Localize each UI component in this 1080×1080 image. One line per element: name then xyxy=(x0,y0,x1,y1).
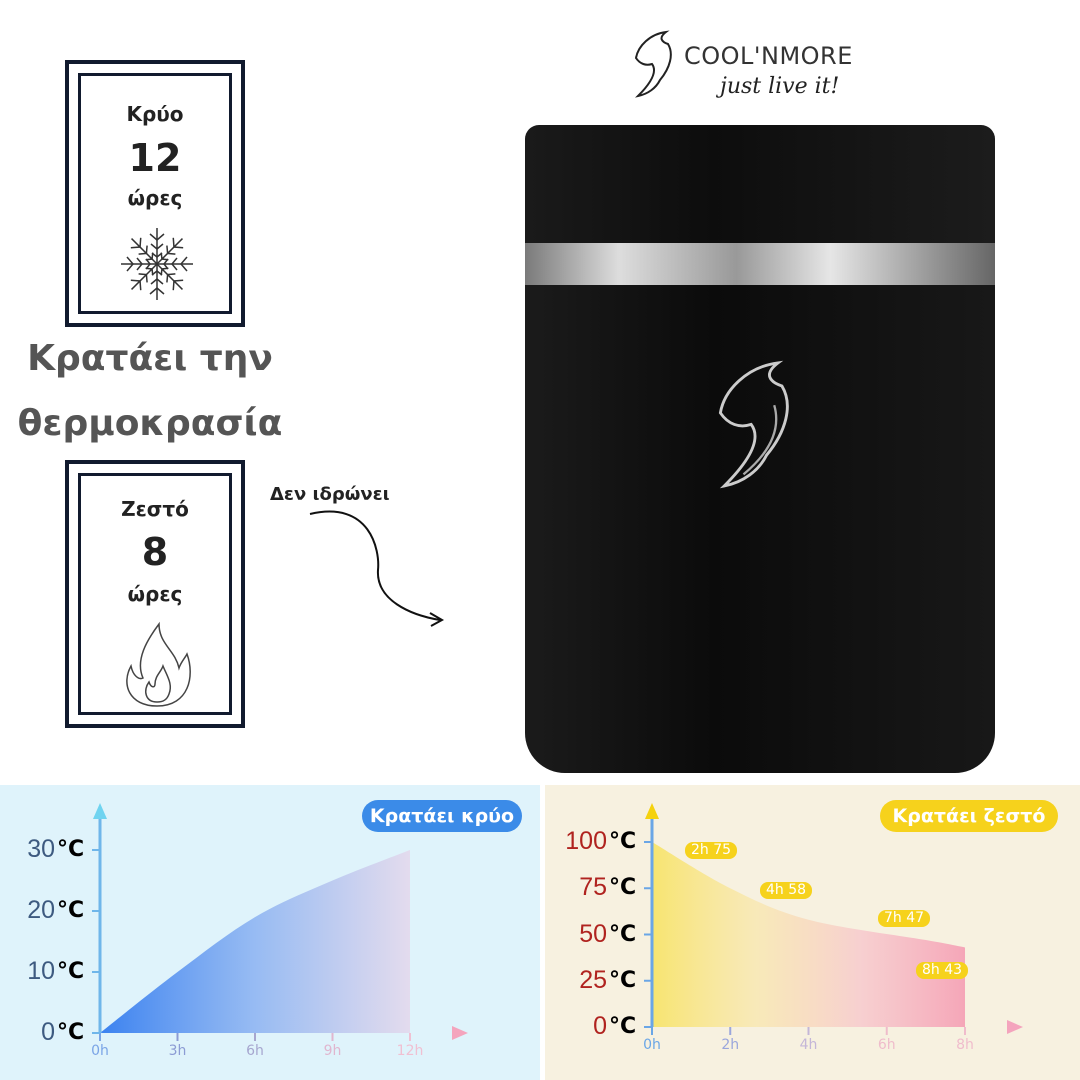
jar-steel-band xyxy=(525,243,995,285)
y-tick-label: 30 xyxy=(27,835,55,863)
x-axis-arrow xyxy=(452,1026,468,1040)
y-unit-label: °C xyxy=(57,1020,85,1045)
cold-label: Κρύο xyxy=(126,102,184,126)
curved-arrow-icon xyxy=(309,510,445,627)
x-tick-label: 6h xyxy=(246,1043,264,1059)
y-unit-label: °C xyxy=(609,967,637,993)
hot-label: Ζεστό xyxy=(121,497,189,521)
annotation-4h: 4h 58 xyxy=(760,882,813,899)
hot-chart-title: Κρατάει ζεστό xyxy=(880,800,1058,832)
x-tick-label: 9h xyxy=(323,1043,342,1059)
y-unit-label: °C xyxy=(609,1014,637,1039)
y-tick-label: 10 xyxy=(27,957,55,985)
x-axis-arrow xyxy=(1007,1020,1023,1034)
data-area xyxy=(652,842,965,1027)
y-tick-label: 50 xyxy=(579,919,607,948)
x-tick-label: 2h xyxy=(721,1037,740,1053)
y-tick-label: 20 xyxy=(27,896,55,924)
brand-name: COOL'NMORE xyxy=(684,42,853,70)
x-tick-label: 3h xyxy=(168,1043,187,1059)
y-axis-arrow xyxy=(645,803,659,819)
y-axis-arrow xyxy=(93,803,107,819)
headline-line1: Κρατάει την xyxy=(27,338,273,379)
data-area xyxy=(100,850,410,1033)
jar-horse-emblem-icon xyxy=(718,360,789,489)
hot-hours: 8 xyxy=(141,530,169,574)
food-jar-product xyxy=(525,125,995,775)
brand-logo: COOL'NMORE just live it! xyxy=(628,28,888,103)
x-tick-label: 0h xyxy=(91,1043,109,1059)
y-tick-label: 75 xyxy=(579,873,607,902)
x-tick-label: 0h xyxy=(643,1037,661,1053)
x-tick-label: 4h xyxy=(799,1037,818,1053)
hot-chart-panel: Κρατάει ζεστό 0h 2h 4h 6h 8h 100 °C 75 °C 50 °C 25 °… xyxy=(545,785,1080,1080)
x-tick-label: 12h xyxy=(396,1043,424,1059)
cold-hours: 12 xyxy=(128,136,182,180)
flame-icon xyxy=(126,621,191,707)
horse-logo-icon xyxy=(634,30,672,98)
y-unit-label: °C xyxy=(609,921,637,947)
annotation-7h: 7h 47 xyxy=(878,910,931,927)
cold-chart-title: Κρατάει κρύο xyxy=(362,800,522,832)
hot-unit: ώρες xyxy=(127,582,183,606)
y-tick-label: 100 xyxy=(565,827,607,855)
annotation-2h: 2h 75 xyxy=(685,842,738,859)
y-unit-label: °C xyxy=(609,875,637,901)
cold-duration-box: Κρύο 12 ώρες xyxy=(65,60,245,327)
headline-line2: θερμοκρασία xyxy=(17,403,283,444)
no-sweat-label: Δεν ιδρώνει xyxy=(270,484,390,505)
y-tick-label: 0 xyxy=(41,1018,55,1046)
y-unit-label: °C xyxy=(609,829,637,854)
x-tick-label: 8h xyxy=(956,1037,974,1053)
hot-chart xyxy=(644,803,1023,1035)
x-tick-label: 6h xyxy=(877,1037,896,1053)
cold-chart-panel: Κρατάει κρύο 0h 3h 6h 9h 12h 30 °C 20 °C 10 °C 0 °C xyxy=(0,785,540,1080)
annotation-8h: 8h 43 xyxy=(916,962,969,979)
y-unit-label: °C xyxy=(57,959,85,984)
y-unit-label: °C xyxy=(57,837,85,862)
y-tick-label: 25 xyxy=(579,965,607,994)
snowflake-icon xyxy=(120,228,194,301)
brand-tagline: just live it! xyxy=(720,74,840,99)
cold-chart xyxy=(92,803,468,1041)
hot-duration-box: Ζεστό 8 ώρες xyxy=(65,460,245,728)
y-unit-label: °C xyxy=(57,898,85,923)
y-tick-label: 0 xyxy=(593,1012,607,1040)
cold-unit: ώρες xyxy=(127,186,183,210)
jar-lid xyxy=(525,125,995,247)
